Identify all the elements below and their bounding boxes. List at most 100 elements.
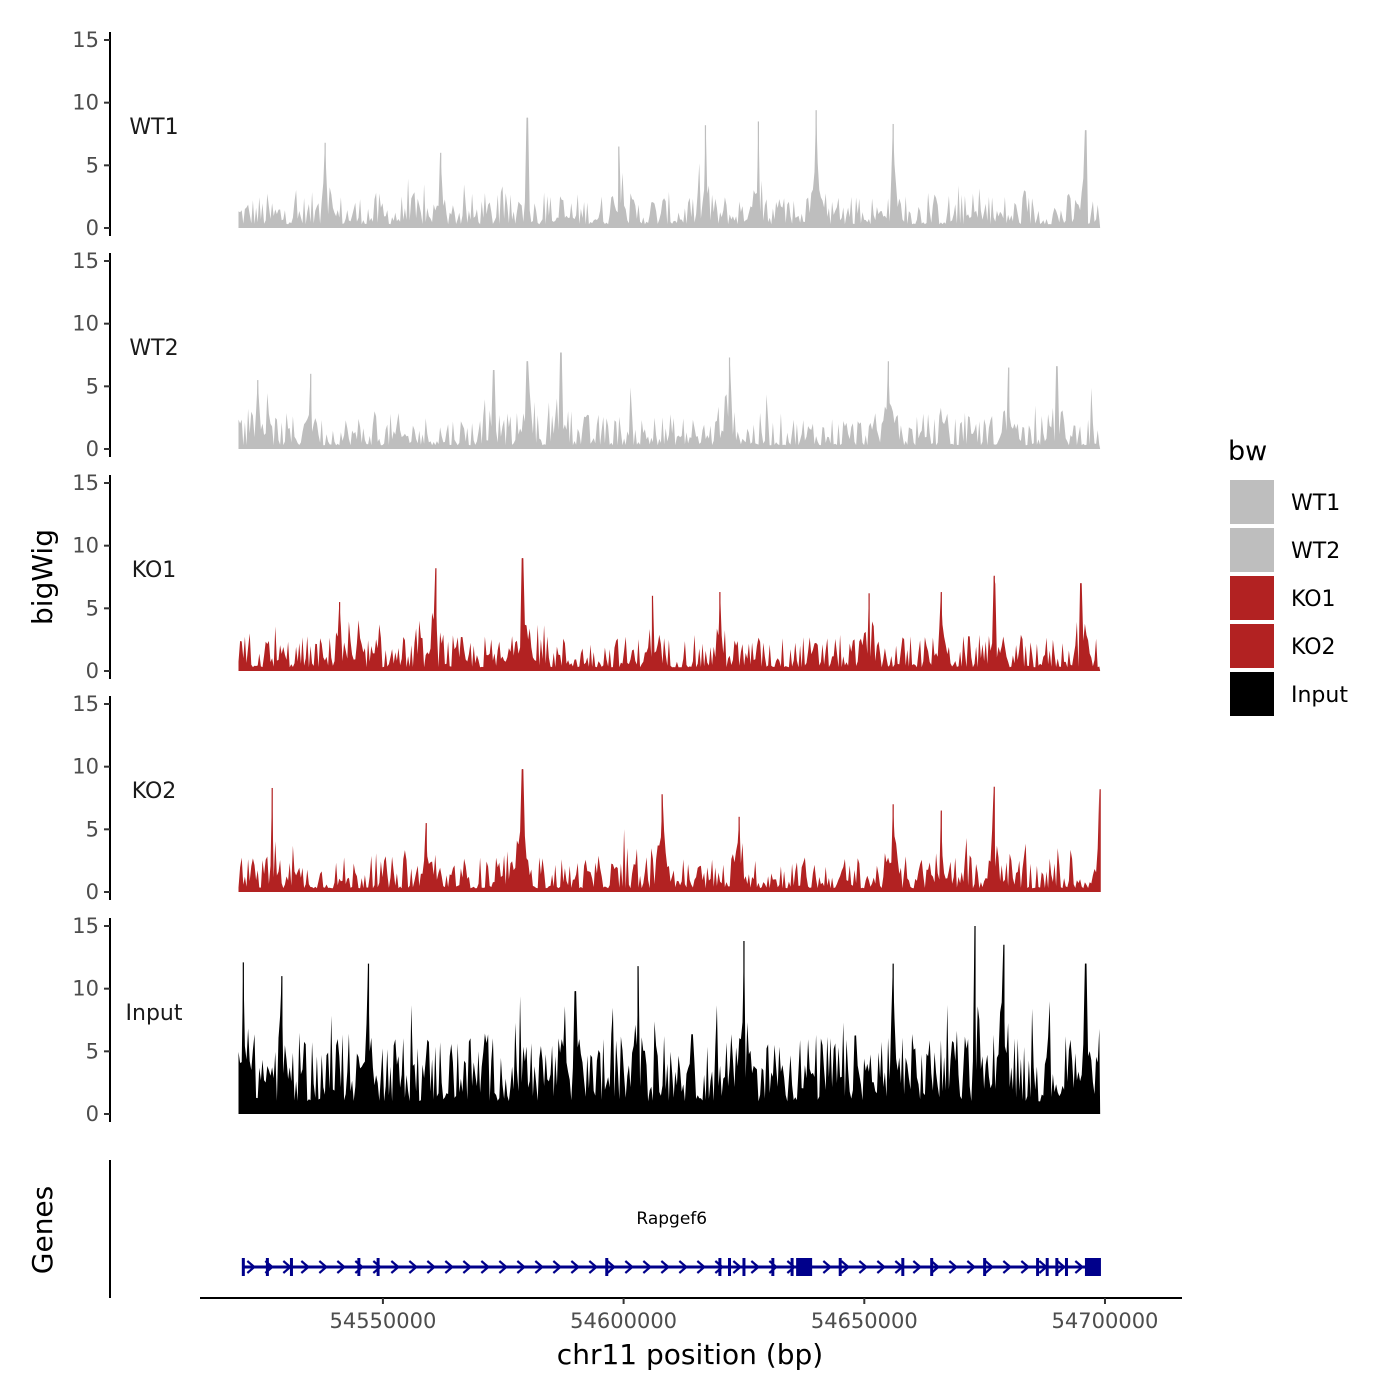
exon (289, 1258, 293, 1276)
legend-swatch (1230, 480, 1274, 524)
y-tick-label: 15 (72, 249, 99, 273)
legend-swatch (1230, 528, 1274, 572)
legend-label: KO2 (1291, 635, 1336, 660)
legend-item-wt1: WT1 (1230, 480, 1340, 524)
signal-area-wt1 (238, 110, 1101, 228)
track-label: Input (126, 1001, 183, 1026)
y-axis-title: bigWig (26, 529, 59, 625)
y-tick-label: 0 (86, 437, 99, 461)
exon (742, 1258, 746, 1276)
legend-label: WT2 (1291, 539, 1340, 564)
exon (1036, 1258, 1040, 1276)
exon (1055, 1258, 1059, 1276)
legend: bw WT1 WT2 KO1 KO2 Input (1228, 436, 1348, 716)
strand-arrow (318, 1260, 329, 1274)
signal-area-ko2 (238, 769, 1101, 892)
y-tick-label: 5 (86, 1039, 99, 1063)
legend-item-ko2: KO2 (1230, 624, 1336, 668)
exon (605, 1258, 609, 1276)
strand-arrow (912, 1260, 923, 1274)
strand-arrow (732, 1260, 743, 1274)
gene-name: Rapgef6 (636, 1209, 707, 1229)
exon (983, 1258, 987, 1276)
strand-arrow (1002, 1260, 1013, 1274)
strand-arrow (876, 1260, 887, 1274)
track-input: 0 5 10 15 Input (72, 914, 1101, 1126)
strand-arrow (1020, 1260, 1031, 1274)
strand-arrow (984, 1260, 995, 1274)
strand-arrow (1074, 1260, 1085, 1274)
signal-area-wt2 (238, 352, 1101, 449)
strand-arrow (336, 1260, 347, 1274)
exon-large (796, 1258, 813, 1276)
strand-arrow (426, 1260, 437, 1274)
exon (790, 1258, 794, 1276)
y-tick-label: 10 (72, 534, 99, 558)
legend-item-wt2: WT2 (1230, 528, 1340, 572)
y-tick-label: 5 (86, 374, 99, 398)
exon-large (1084, 1258, 1101, 1276)
strand-arrow (534, 1260, 545, 1274)
strand-arrow (660, 1260, 671, 1274)
track-ko1: 0 5 10 15 KO1 (72, 471, 1101, 683)
exon (357, 1258, 361, 1276)
y-tick-label: 5 (86, 596, 99, 620)
x-tick-label: 54650000 (811, 1309, 918, 1333)
track-label: KO2 (132, 779, 177, 804)
strand-arrow (372, 1260, 383, 1274)
strand-arrow (786, 1260, 797, 1274)
signal-area-input (238, 926, 1101, 1114)
strand-arrow (462, 1260, 473, 1274)
x-tick-label: 54600000 (570, 1309, 677, 1333)
exon (1064, 1258, 1068, 1276)
strand-arrow (948, 1260, 959, 1274)
y-tick-label: 0 (86, 880, 99, 904)
exon (376, 1258, 380, 1276)
track-ko2: 0 5 10 15 KO2 (72, 692, 1101, 904)
y-tick-label: 15 (72, 914, 99, 938)
strand-arrow (714, 1260, 725, 1274)
strand-arrow (678, 1260, 689, 1274)
strand-arrow (930, 1260, 941, 1274)
strand-arrow (516, 1260, 527, 1274)
gene-track: Rapgef6 (109, 1160, 1101, 1298)
track-wt1: 0 5 10 15 WT1 (72, 28, 1101, 240)
strand-arrow (750, 1260, 761, 1274)
genes-axis-title: Genes (26, 1186, 59, 1274)
y-tick-label: 15 (72, 692, 99, 716)
strand-arrow (966, 1260, 977, 1274)
y-tick-label: 0 (86, 216, 99, 240)
track-label: KO1 (132, 558, 177, 583)
legend-label: WT1 (1291, 491, 1340, 516)
strand-arrow (498, 1260, 509, 1274)
strand-arrow (822, 1260, 833, 1274)
y-tick-label: 5 (86, 153, 99, 177)
strand-arrow (588, 1260, 599, 1274)
signal-tracks: 0 5 10 15 WT1 0 5 10 15 WT2 0 5 10 15 KO1 0 5 10 15 KO2 0 5 10… (72, 28, 1101, 1126)
strand-arrow (858, 1260, 869, 1274)
legend-swatch (1230, 624, 1274, 668)
exon (1045, 1258, 1049, 1276)
legend-swatch (1230, 576, 1274, 620)
y-tick-label: 5 (86, 817, 99, 841)
strand-arrow (408, 1260, 419, 1274)
y-tick-label: 15 (72, 28, 99, 52)
track-label: WT1 (129, 115, 178, 140)
legend-label: Input (1291, 683, 1348, 708)
legend-label: KO1 (1291, 587, 1336, 612)
strand-arrow (480, 1260, 491, 1274)
strand-arrow (552, 1260, 563, 1274)
exon (838, 1258, 842, 1276)
exon (771, 1258, 775, 1276)
strand-arrow (696, 1260, 707, 1274)
track-label: WT2 (129, 336, 178, 361)
x-axis-title: chr11 position (bp) (557, 1338, 823, 1371)
strand-arrow (390, 1260, 401, 1274)
y-tick-label: 10 (72, 312, 99, 336)
exon (718, 1258, 722, 1276)
strand-arrow (246, 1260, 257, 1274)
signal-area-ko1 (238, 558, 1101, 671)
y-tick-label: 10 (72, 755, 99, 779)
x-tick-label: 54700000 (1052, 1309, 1159, 1333)
